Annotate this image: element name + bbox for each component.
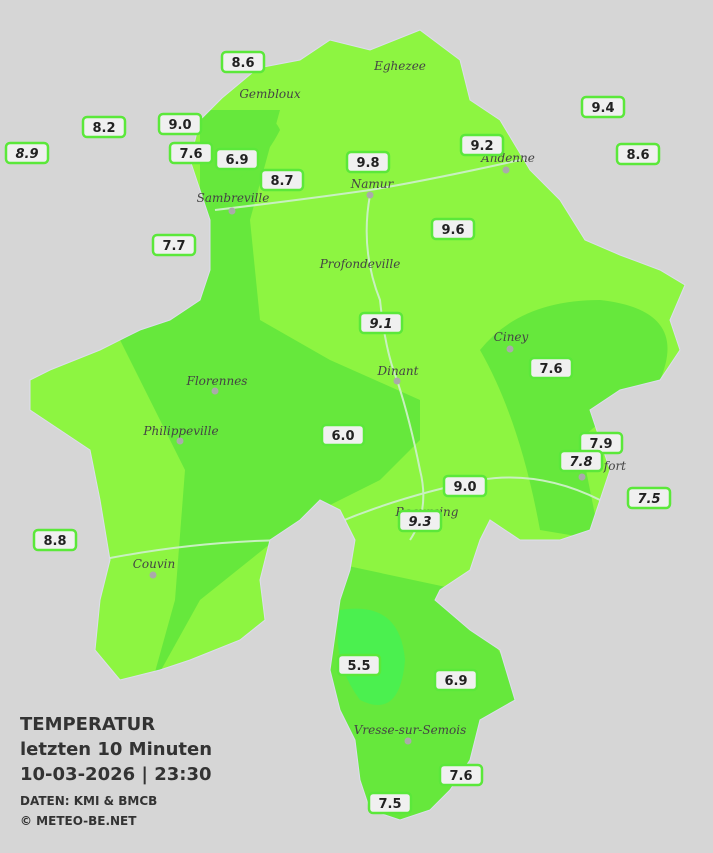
station-box: [528, 356, 574, 380]
station-box: [168, 141, 214, 165]
stations: 8.6 8.2 9.0 7.6 6.9 8.7 8.9 9.8 9.2 9.4 8.6 7.7 9.6 9…: [4, 50, 672, 815]
station-value: 7.6: [179, 147, 202, 162]
city-label: Dinant: [377, 364, 419, 378]
city-label: Namur: [350, 177, 395, 191]
station-box: [320, 423, 366, 447]
station-value: 9.1: [369, 317, 392, 332]
city-dot: [228, 207, 236, 215]
station-box: [558, 449, 604, 473]
station-value: 8.9: [15, 147, 38, 162]
station-value: 8.2: [92, 121, 115, 136]
station-box: [367, 791, 413, 815]
station-value: 7.5: [637, 492, 660, 507]
city-label: Profondeville: [319, 257, 401, 271]
city-dot: [149, 571, 157, 579]
city-label: Philippeville: [142, 424, 218, 438]
station-box: [214, 147, 260, 171]
station-box: [397, 509, 443, 533]
station-box: [438, 763, 484, 787]
station-box: [430, 217, 476, 241]
station-value: 6.9: [444, 674, 467, 689]
station-value: 8.7: [270, 174, 293, 189]
cities: EghezeeGemblouxAndenneNamurSambrevillePr…: [133, 59, 626, 745]
station-box: [442, 474, 488, 498]
station-value: 9.0: [168, 118, 191, 133]
station-box: [4, 141, 50, 165]
city-label: Sambreville: [197, 191, 270, 205]
station-value: 6.9: [225, 153, 248, 168]
station-value: 9.3: [408, 515, 431, 530]
station-value: 9.6: [441, 223, 464, 238]
station-value: 8.8: [43, 534, 66, 549]
legend: TEMPERATUR letzten 10 Minuten 10-03-2026 |…: [20, 714, 212, 828]
station-value: 5.5: [347, 659, 370, 674]
legend-line: © METEO-BE.NET: [20, 814, 137, 828]
city-dot: [578, 473, 586, 481]
city-label: Eghezee: [373, 59, 426, 73]
station-box: [459, 133, 505, 157]
station-box: [32, 528, 78, 552]
city-dot: [404, 737, 412, 745]
station-box: [157, 112, 203, 136]
station-box: [151, 233, 197, 257]
station-value: 7.8: [569, 455, 592, 470]
legend-line: TEMPERATUR: [20, 714, 155, 735]
city-dot: [176, 437, 184, 445]
city-label: Gembloux: [239, 87, 301, 101]
station-box: [615, 142, 661, 166]
city-dot: [502, 166, 510, 174]
city-dot: [506, 345, 514, 353]
station-box: [220, 50, 266, 74]
city-label: Vresse-sur-Semois: [354, 723, 467, 737]
station-value: 9.8: [356, 156, 379, 171]
city-dot: [366, 191, 374, 199]
city-label: Ciney: [494, 330, 529, 344]
station-value: 7.6: [539, 362, 562, 377]
station-value: 7.6: [449, 769, 472, 784]
station-value: 9.4: [591, 101, 614, 116]
station-box: [259, 168, 305, 192]
city-label: Couvin: [133, 557, 175, 571]
station-value: 8.6: [231, 56, 254, 71]
station-value: 8.6: [626, 148, 649, 163]
station-value: 7.5: [378, 797, 401, 812]
legend-line: DATEN: KMI & BMCB: [20, 794, 157, 808]
station-value: 9.2: [470, 139, 493, 154]
station-box: [433, 668, 479, 692]
station-value: 6.0: [331, 429, 354, 444]
city-label: Florennes: [186, 374, 248, 388]
station-box: [626, 486, 672, 510]
station-value: 7.9: [589, 437, 612, 452]
legend-line: letzten 10 Minuten: [20, 739, 212, 760]
station-box: [345, 150, 391, 174]
station-box: [336, 653, 382, 677]
city-dot: [393, 377, 401, 385]
legend-line: 10-03-2026 | 23:30: [20, 764, 212, 785]
station-box: [81, 115, 127, 139]
station-box: [580, 95, 626, 119]
station-box: [358, 311, 404, 335]
station-value: 7.7: [162, 239, 185, 254]
city-dot: [211, 387, 219, 395]
station-value: 9.0: [453, 480, 476, 495]
